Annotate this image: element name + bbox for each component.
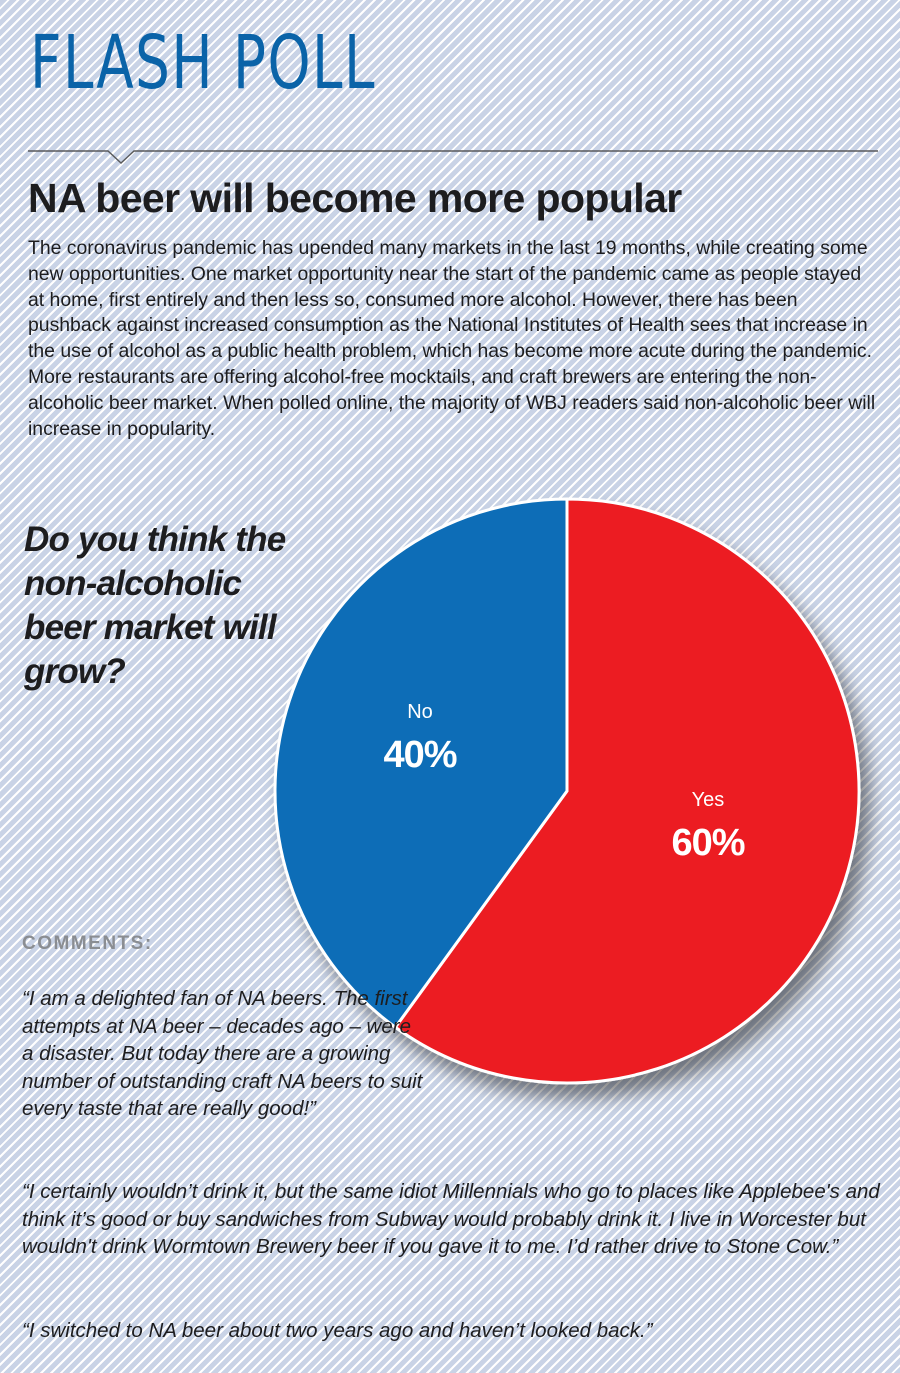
slice-label-no: No 40% bbox=[350, 702, 490, 774]
comment-3: “I switched to NA beer about two years a… bbox=[22, 1319, 653, 1342]
header-rule bbox=[28, 150, 878, 164]
pie-slice-no bbox=[273, 497, 569, 1029]
pie-slice-yes bbox=[393, 497, 861, 1085]
slice-name-yes: Yes bbox=[691, 789, 725, 811]
poll-question: Do you think the non-alcoholic beer mark… bbox=[24, 520, 286, 691]
slice-percent-yes: 60% bbox=[671, 822, 745, 864]
comment-2: “I certainly wouldn’t drink it, but the … bbox=[22, 1180, 880, 1259]
headline: NA beer will become more popular bbox=[28, 175, 682, 221]
masthead-title: FLASH POLL bbox=[30, 20, 377, 106]
comment-1: “I am a delighted fan of NA beers. The f… bbox=[22, 987, 423, 1121]
intro-paragraph: The coronavirus pandemic has upended man… bbox=[28, 237, 876, 440]
slice-percent-no: 40% bbox=[383, 734, 457, 776]
slice-label-yes: Yes 60% bbox=[638, 790, 778, 862]
comments-heading: COMMENTS: bbox=[22, 933, 153, 954]
slice-name-no: No bbox=[407, 701, 433, 723]
